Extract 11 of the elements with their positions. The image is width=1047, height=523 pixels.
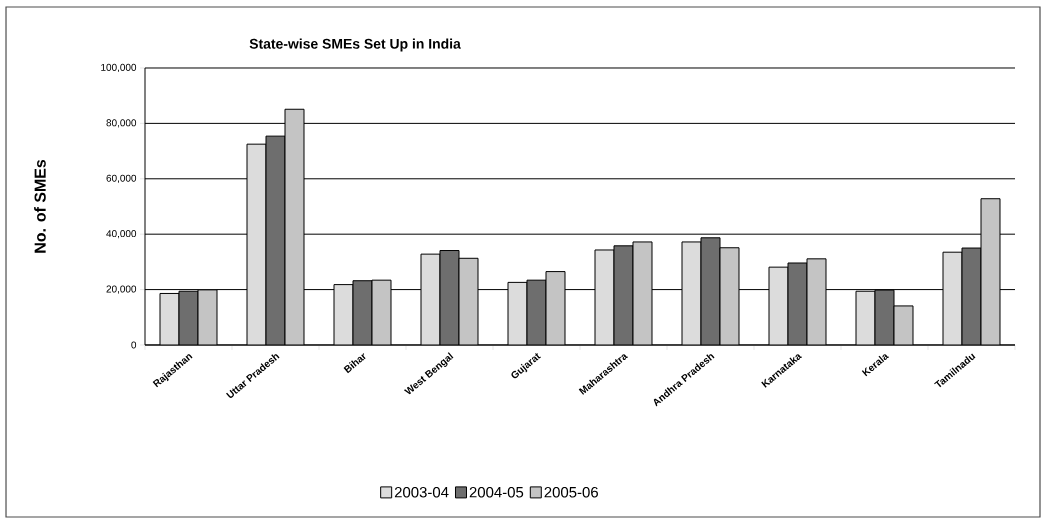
legend-label: 2003-04: [394, 486, 449, 498]
y-tick-label: 100,000: [101, 63, 137, 73]
legend-label: 2004-05: [469, 486, 524, 498]
y-tick-label: 40,000: [106, 230, 137, 239]
y-axis-title: No. of SMEs: [34, 159, 46, 253]
y-tick-label: 80,000: [106, 119, 137, 128]
y-tick-label: 0: [131, 341, 137, 349]
chart-title: State-wise SMEs Set Up in India: [249, 38, 461, 52]
y-tick-label: 60,000: [106, 174, 137, 183]
y-tick-label: 20,000: [106, 285, 137, 294]
legend-label: 2005-06: [544, 486, 598, 498]
